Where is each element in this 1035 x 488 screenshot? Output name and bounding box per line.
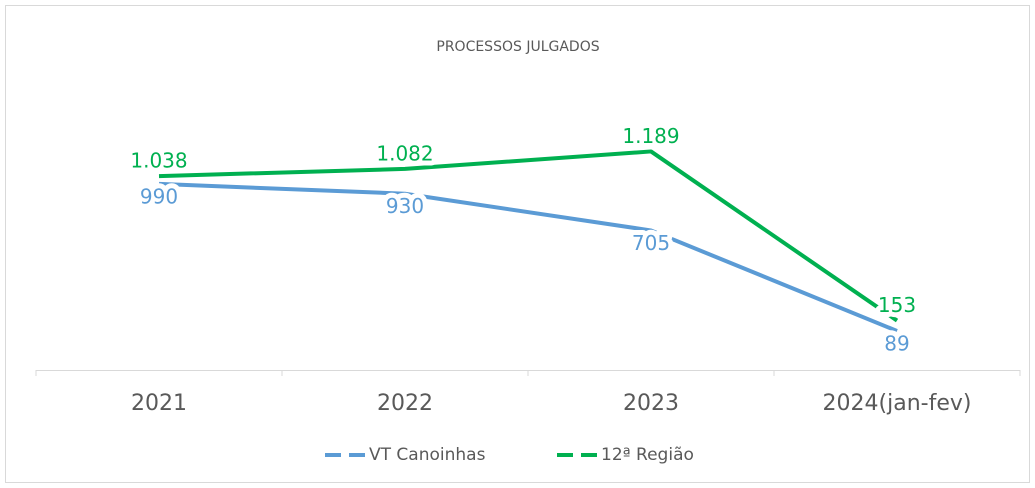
- data-label: 89: [884, 331, 909, 355]
- x-tick-label: 2022: [377, 391, 433, 416]
- legend-label: 12ª Região: [601, 445, 694, 465]
- chart-border: [5, 5, 1030, 483]
- x-tick-label: 2021: [131, 391, 187, 416]
- data-label: 153: [878, 293, 916, 317]
- data-label: 1.038: [130, 149, 187, 173]
- data-label: 930: [386, 194, 424, 218]
- data-label: 705: [632, 231, 670, 255]
- data-label: 1.189: [622, 124, 679, 148]
- chart-title: PROCESSOS JULGADOS: [436, 39, 599, 55]
- data-label: 990: [140, 184, 178, 208]
- x-tick-label: 2024(jan-fev): [823, 391, 972, 416]
- data-label: 1.082: [376, 141, 433, 165]
- series-line: [158, 181, 898, 333]
- series-line: [158, 149, 899, 323]
- x-tick-label: 2023: [623, 391, 679, 416]
- legend-label: VT Canoinhas: [369, 445, 486, 465]
